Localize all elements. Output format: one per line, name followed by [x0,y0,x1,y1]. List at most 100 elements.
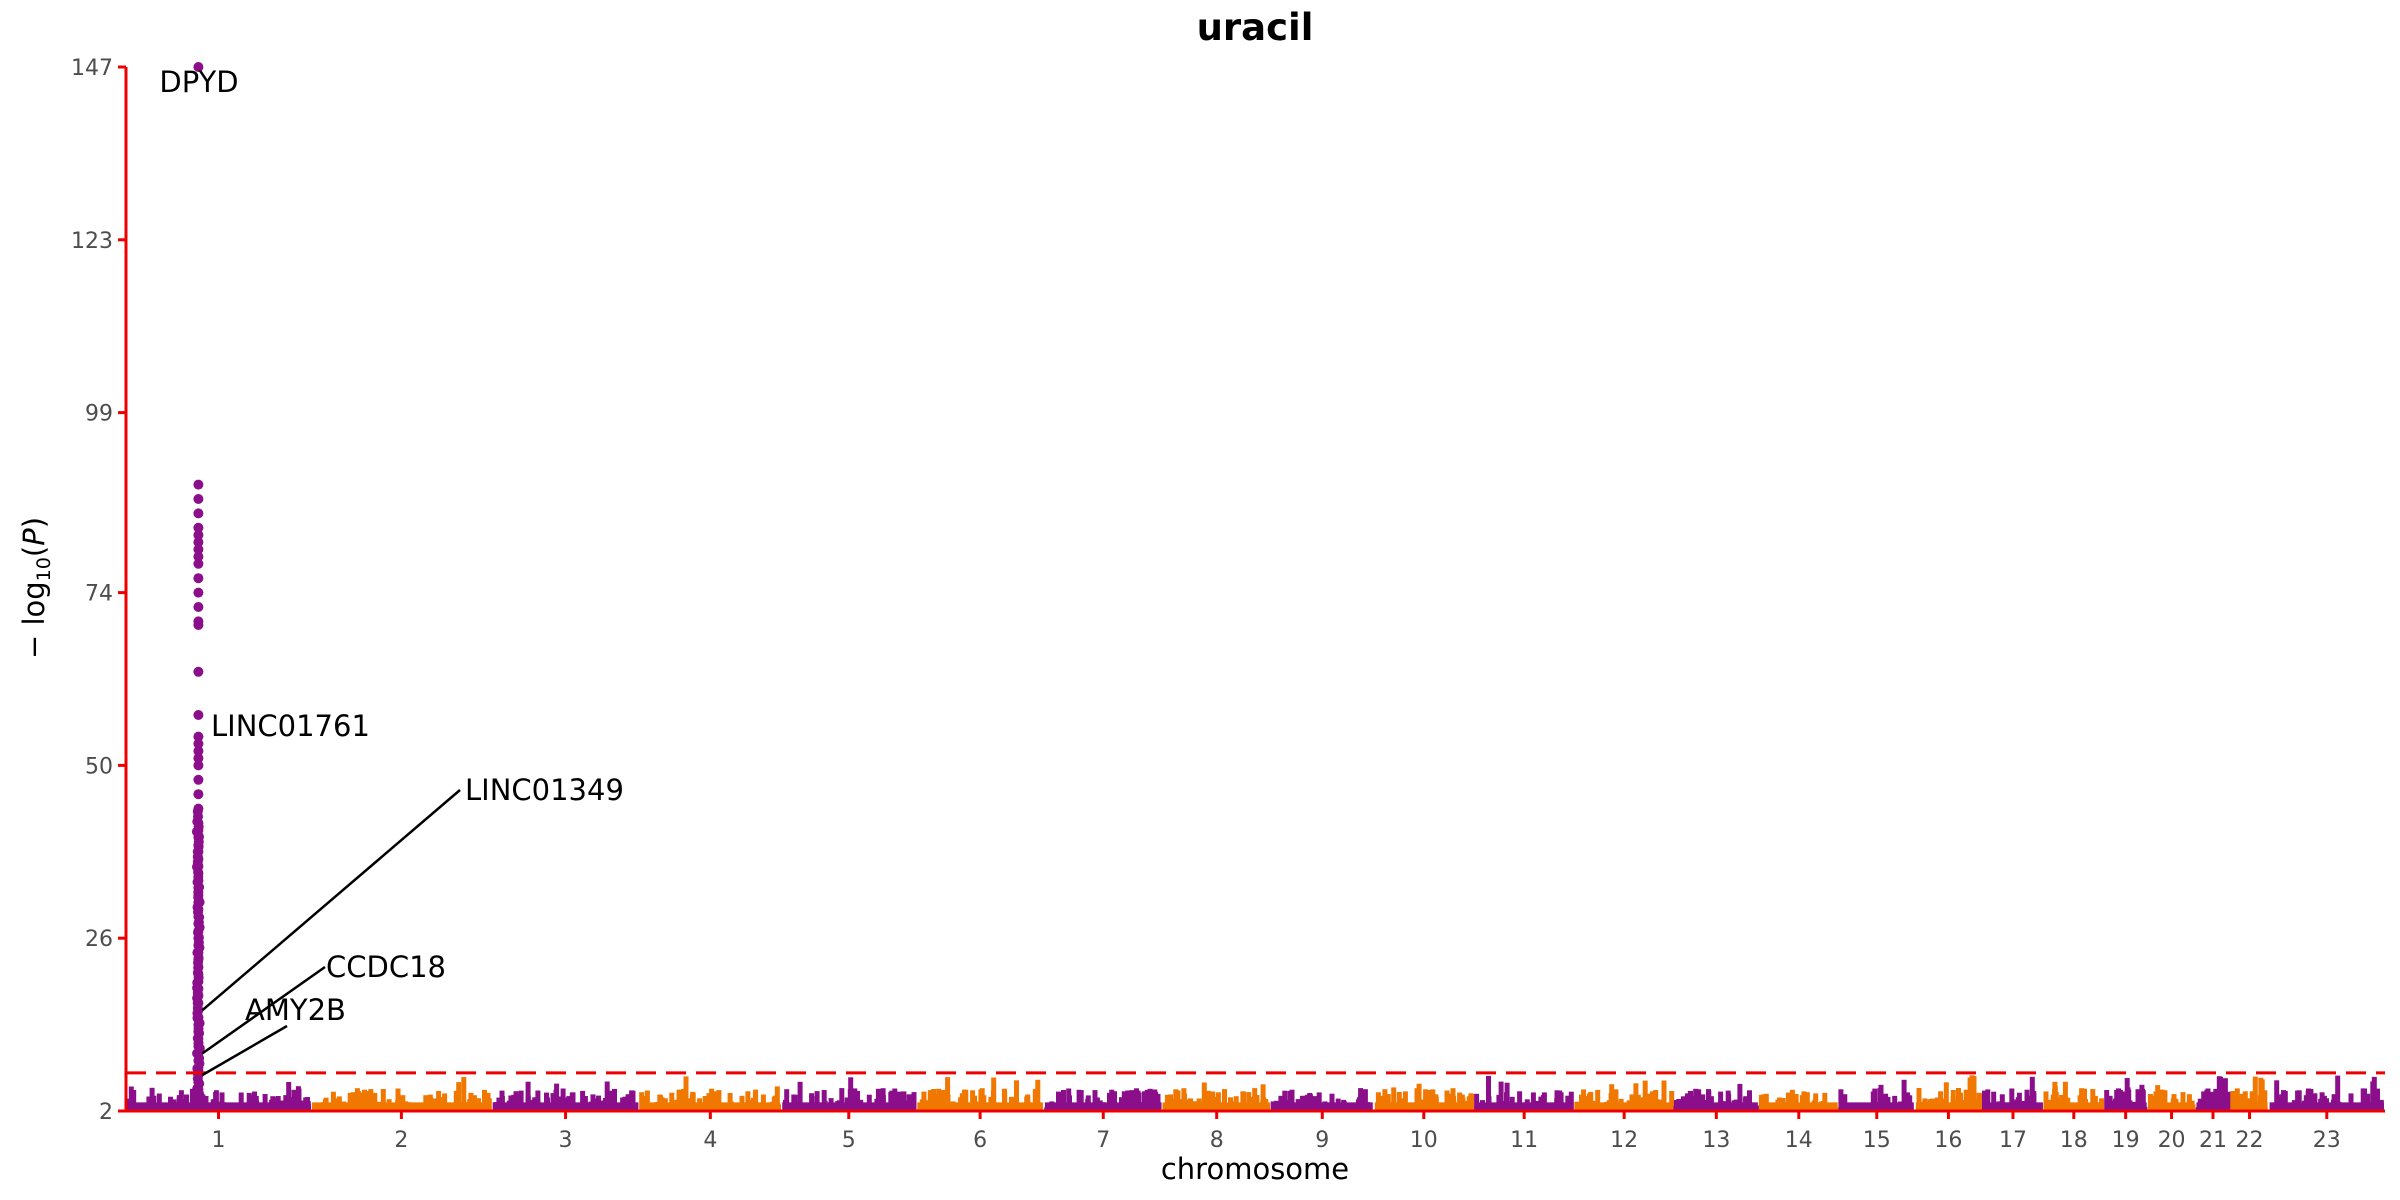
snp-column [2362,1088,2367,1111]
chromosome-5-points [781,1077,917,1111]
snp-column [1706,1090,1712,1111]
snp-column [238,1092,244,1111]
x-tick-label: 17 [1999,1128,2027,1153]
snp-column [1938,1091,1944,1111]
chromosome-2-points [312,1077,492,1111]
x-tick-label: 20 [2158,1128,2186,1153]
snp-column [2249,1091,2255,1111]
snp-band [917,1102,1043,1111]
snp-band [1374,1102,1473,1111]
snp-column [1645,1093,1651,1111]
snp-column [1595,1089,1601,1111]
snp-column [219,1092,225,1111]
snp-column [712,1091,718,1111]
snp-column [1252,1088,1258,1111]
snp-column [706,1093,712,1111]
snp-column [1246,1092,1252,1111]
snp-band [782,1102,916,1111]
snp-column [1014,1080,1019,1111]
snp-column [900,1091,905,1111]
snp-column [2116,1088,2121,1111]
snp-column [1838,1089,1844,1111]
snp-column [442,1093,448,1111]
snp-column [1329,1093,1335,1111]
x-tick-label: 13 [1702,1128,1730,1153]
snp-column [2135,1089,2141,1111]
snp-column [814,1091,820,1111]
snp-column [1144,1089,1150,1111]
snp-column [847,1089,853,1111]
y-axis-title-variable: P [17,528,51,546]
snp-column [550,1093,556,1111]
snp-band [640,1102,781,1111]
chromosome-14-points [1758,1089,1839,1111]
snp-point [193,494,204,504]
y-tick-label: 74 [85,582,113,607]
annotation-leader-line [201,965,326,1055]
snp-column [1530,1092,1536,1111]
snp-column [690,1091,696,1111]
x-tick-label: 22 [2236,1128,2264,1153]
snp-column [2125,1087,2131,1111]
snp-column [461,1077,467,1111]
snp-band [2148,1102,2195,1111]
snp-column [1205,1090,1211,1111]
snp-column [1444,1090,1450,1111]
snp-point [193,602,204,612]
snp-point [193,551,204,562]
chromosome-23-points [2269,1075,2384,1111]
snp-column [2252,1076,2258,1111]
snp-column [1142,1091,1147,1111]
snp-column [1430,1089,1436,1111]
snp-column [2081,1092,2087,1111]
snp-column [896,1093,902,1111]
chromosome-9-points [1270,1088,1373,1111]
svg-text:− log10(P): − log10(P) [17,517,55,659]
snp-column [921,1091,927,1111]
snp-column [936,1088,942,1111]
snp-column [1985,1089,1991,1111]
snp-column [286,1082,292,1111]
snp-column [610,1093,616,1111]
snp-column [2121,1091,2127,1111]
chromosome-4-points [639,1076,781,1111]
snp-column [2282,1091,2288,1111]
snp-point [193,587,204,598]
snp-column [525,1081,531,1111]
snp-column [1498,1081,1504,1111]
annotation-label-dpyd: DPYD [159,65,238,99]
snp-column [351,1092,356,1111]
snp-column [252,1091,257,1111]
chromosome-6-points [917,1077,1043,1111]
points-layer [126,62,2384,1111]
snp-column [2031,1090,2037,1111]
snp-band [2231,1102,2268,1111]
snp-column [2319,1092,2325,1111]
x-tick-label: 8 [1210,1128,1224,1153]
snp-point [193,738,204,749]
snp-column [128,1086,134,1111]
snp-column [1486,1075,1491,1111]
snp-column [797,1081,803,1111]
snp-point [193,666,204,677]
snp-column [2259,1088,2265,1111]
snp-column [938,1091,944,1111]
snp-column [1696,1089,1702,1111]
snp-band [2196,1102,2230,1111]
snp-column [2104,1090,2110,1111]
chromosome-16-points [1915,1075,1983,1111]
snp-column [855,1090,860,1111]
chromosome-1-points [126,1082,312,1111]
snp-column [753,1089,759,1111]
snp-band [1575,1102,1673,1111]
snp-column [2216,1076,2222,1111]
snp-point [193,62,204,72]
snp-column [1153,1091,1159,1111]
snp-column [1402,1091,1408,1111]
snp-column [604,1081,610,1111]
snp-column [518,1090,524,1111]
snp-column [888,1091,894,1111]
x-tick-label: 9 [1315,1128,1329,1153]
snp-point [193,620,204,630]
snp-column [1991,1091,1997,1111]
